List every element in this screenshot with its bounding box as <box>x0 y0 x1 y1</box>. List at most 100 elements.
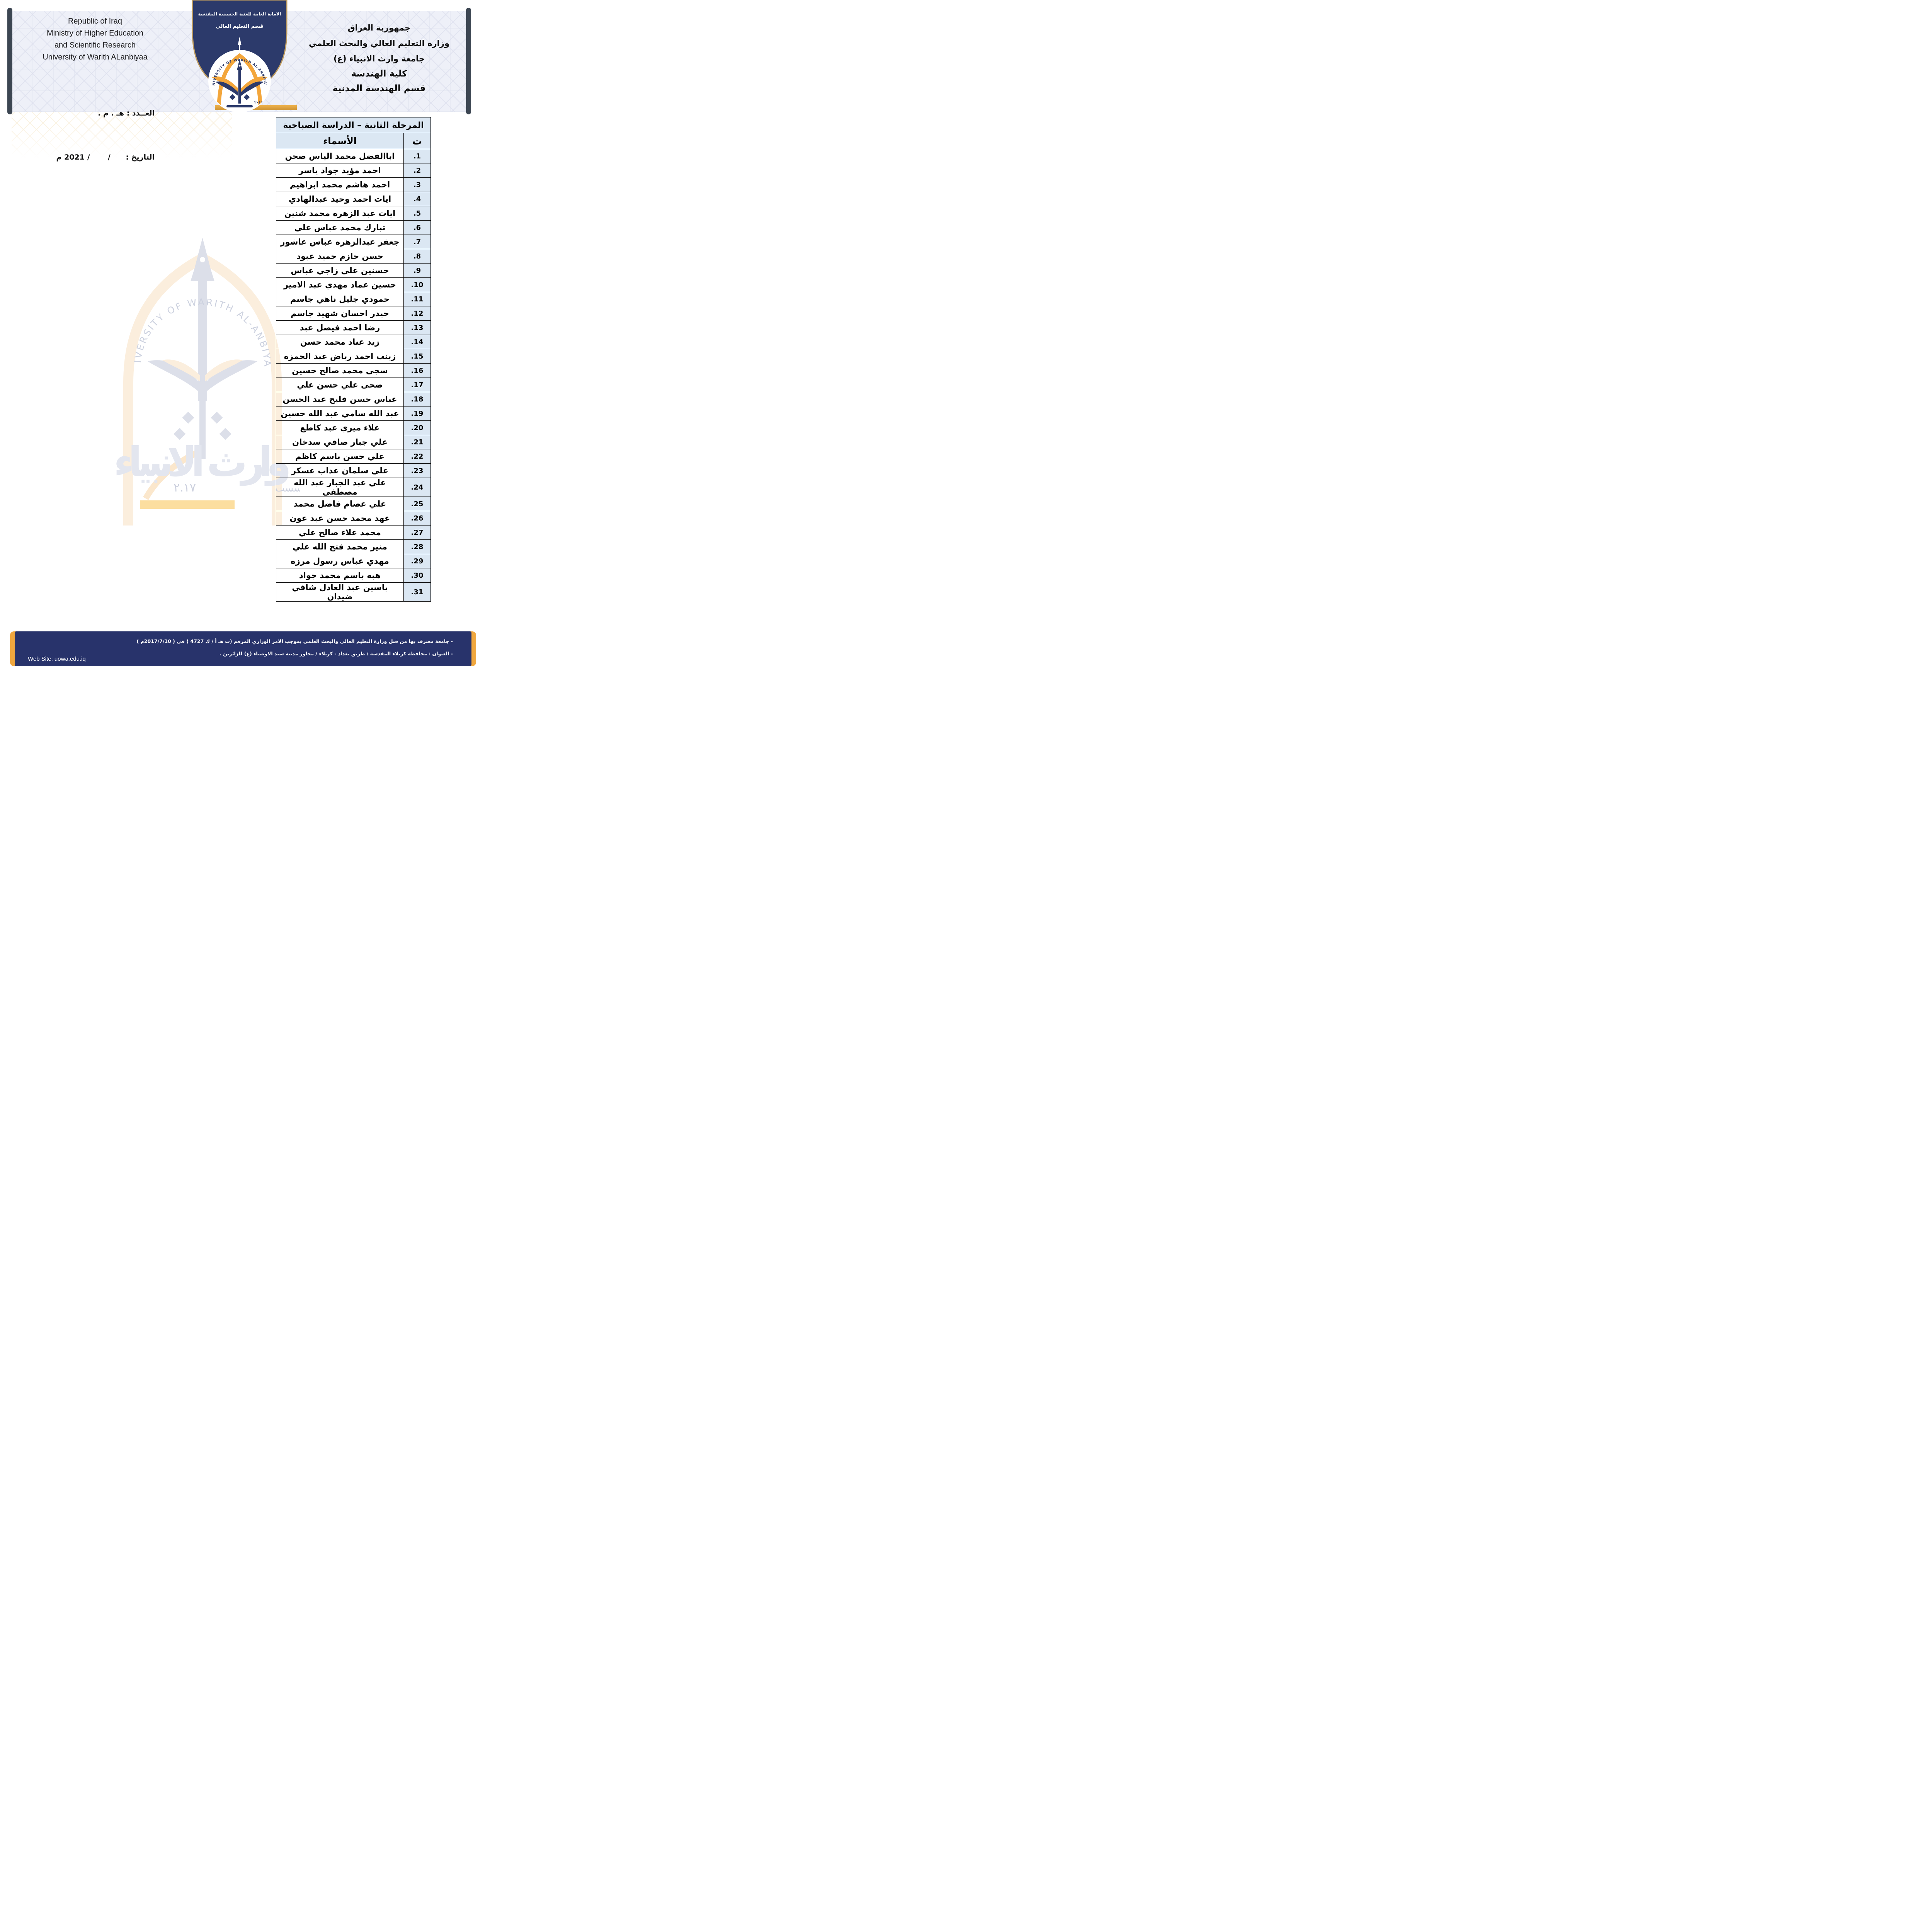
table-row: 22. علي حسن باسم كاظم <box>276 449 431 464</box>
row-number-cell: 9. <box>403 263 431 278</box>
table-row: 9. حسنين علي زاجي عباس <box>276 263 431 278</box>
student-name-cell: سجى محمد صالح حسين <box>276 363 404 378</box>
emblem-pen-top-icon <box>238 37 242 45</box>
watermark-page-right <box>205 359 243 382</box>
header-arabic-line: وزارة التعليم العالي والبحث العلمي <box>308 39 450 48</box>
watermark-calligraphy: وارث الانبياء <box>114 439 291 486</box>
watermark-pen-collar <box>191 269 214 281</box>
watermark-knot <box>174 428 186 440</box>
student-name-cell: محمد علاء صالح علي <box>276 525 404 540</box>
row-number-cell: 3. <box>403 177 431 192</box>
row-number-cell: 11. <box>403 292 431 306</box>
student-name-cell: اباالفضل محمد الياس صحن <box>276 149 404 163</box>
table-row: 28. منير محمد فتح الله علي <box>276 539 431 554</box>
student-name-cell: مهدي عباس رسول مرزه <box>276 554 404 568</box>
table-row: 4. ايات احمد وحيد عبدالهادي <box>276 192 431 206</box>
student-name-cell: حمودي جليل ناهي جاسم <box>276 292 404 306</box>
student-name-cell: علي عصام فاضل محمد <box>276 497 404 511</box>
table-title: المرحلة الثانية – الدراسة الصباحية <box>276 117 431 133</box>
header-arabic-line: قسم الهندسة المدنية <box>332 83 426 94</box>
row-number-cell: 21. <box>403 435 431 449</box>
table-row: 30. هبه باسم محمد جواد <box>276 568 431 583</box>
watermark-pen-hole <box>200 257 205 262</box>
row-number-cell: 18. <box>403 392 431 406</box>
table-row: 17. ضحى علي حسن علي <box>276 378 431 392</box>
student-name-cell: جعفر عبدالزهره عباس عاشور <box>276 235 404 249</box>
watermark-founded-year: ٢.١٧ <box>174 481 196 495</box>
logo-pen-hole <box>238 65 241 67</box>
student-name-cell: عباس حسن فليح عبد الحسن <box>276 392 404 406</box>
header-english-line: and Scientific Research <box>54 41 136 49</box>
row-number-cell: 19. <box>403 406 431 421</box>
row-number-cell: 14. <box>403 335 431 349</box>
table-row: 15. زينب احمد رياض عبد الحمزه <box>276 349 431 364</box>
logo-book-wing-right <box>241 81 264 96</box>
row-number-cell: 4. <box>403 192 431 206</box>
emblem-title-line1: الامانة العامة للعتبة الحسينية المقدسة <box>198 11 281 17</box>
watermark-yellow-strip <box>140 500 235 509</box>
watermark-book-left <box>148 360 199 392</box>
logo-pen-nib <box>237 59 242 70</box>
header-arabic-block: جمهورية العراق وزارة التعليم العالي والب… <box>298 20 461 96</box>
student-name-cell: منير محمد فتح الله علي <box>276 539 404 554</box>
footer-notes-block: - جامعة معترف بها من قبل وزارة التعليم ا… <box>136 635 453 660</box>
header-arabic-line: جامعة وارث الانبياء (ع) <box>333 54 425 63</box>
student-name-cell: ايات احمد وحيد عبدالهادي <box>276 192 404 206</box>
row-number-cell: 24. <box>403 478 431 497</box>
table-row: 18. عباس حسن فليح عبد الحسن <box>276 392 431 406</box>
row-number-cell: 16. <box>403 363 431 378</box>
student-name-cell: رضا احمد فيصل عبد <box>276 320 404 335</box>
student-name-cell: حسين عماد مهدي عبد الامير <box>276 277 404 292</box>
table-row: 6. تبارك محمد عباس علي <box>276 220 431 235</box>
row-number-cell: 27. <box>403 525 431 540</box>
footer-address-note: - العنوان : محافظة كربلاء المقدسة / طريق… <box>220 651 453 656</box>
header-arabic-line: جمهورية العراق <box>347 23 411 32</box>
header-right-bar <box>466 8 471 114</box>
row-number-cell: 1. <box>403 149 431 163</box>
footer-website: Web Site: uowa.edu.iq <box>28 656 86 662</box>
row-number-cell: 30. <box>403 568 431 583</box>
row-number-cell: 6. <box>403 220 431 235</box>
table-row: 21. علي جبار صافي سدخان <box>276 435 431 449</box>
student-name-cell: علي سلمان عذاب عسكر <box>276 463 404 478</box>
roster-table-wrap: المرحلة الثانية – الدراسة الصباحية ت الأ… <box>276 117 431 602</box>
student-roster-table: المرحلة الثانية – الدراسة الصباحية ت الأ… <box>276 117 431 602</box>
logo-book-wing-left <box>216 81 238 96</box>
table-row: 26. عهد محمد حسن عبد عون <box>276 511 431 526</box>
emblem-title-line2: قسم التعليم العالي <box>216 24 263 29</box>
table-row: 14. زيد عناد محمد حسن <box>276 335 431 349</box>
student-name-cell: علي عبد الجبار عبد الله مصطفى <box>276 478 404 497</box>
issue-number-line: العــدد : هـ . م . <box>98 109 155 117</box>
row-number-cell: 8. <box>403 249 431 264</box>
logo-orange-arch <box>217 53 262 112</box>
footer-accreditation-note: - جامعة معترف بها من قبل وزارة التعليم ا… <box>136 638 453 644</box>
header-bottom-pattern <box>12 112 232 158</box>
row-number-cell: 26. <box>403 511 431 526</box>
row-number-cell: 13. <box>403 320 431 335</box>
row-number-cell: 22. <box>403 449 431 464</box>
logo-knot-right <box>243 94 250 100</box>
logo-pen-body <box>238 70 241 104</box>
student-name-cell: علي حسن باسم كاظم <box>276 449 404 464</box>
issue-date-block: العــدد : هـ . م . التاريخ : / / 2021 م <box>39 77 155 194</box>
table-row: 5. ايات عبد الزهره محمد شنين <box>276 206 431 221</box>
header-english-line: University of Warith ALanbiyaa <box>43 53 148 61</box>
emblem-pen-shaft <box>239 45 240 53</box>
table-title-row: المرحلة الثانية – الدراسة الصباحية <box>276 117 431 133</box>
emblem-graphic: الامانة العامة للعتبة الحسينية المقدسة ق… <box>179 0 288 112</box>
student-name-cell: علاء ميري عبد كاطع <box>276 420 404 435</box>
header-arabic-line: كلية الهندسة <box>351 69 407 79</box>
header-english-block: Republic of Iraq Ministry of Higher Educ… <box>26 15 165 63</box>
footer-panel: Web Site: uowa.edu.iq E – mail : info@uo… <box>15 631 471 666</box>
names-column-header: الأسماء <box>276 133 404 149</box>
header-left-bar <box>7 8 12 114</box>
watermark-book-right <box>206 360 257 392</box>
watermark-pen-nib <box>194 238 211 269</box>
student-name-cell: احمد مؤيد جواد ياسر <box>276 163 404 178</box>
header-english-line: Republic of Iraq <box>68 17 123 26</box>
student-name-cell: ضحى علي حسن علي <box>276 378 404 392</box>
table-row: 3. احمد هاشم محمد ابراهيم <box>276 177 431 192</box>
index-column-header: ت <box>403 133 431 149</box>
table-row: 13. رضا احمد فيصل عبد <box>276 320 431 335</box>
student-name-cell: علي جبار صافي سدخان <box>276 435 404 449</box>
